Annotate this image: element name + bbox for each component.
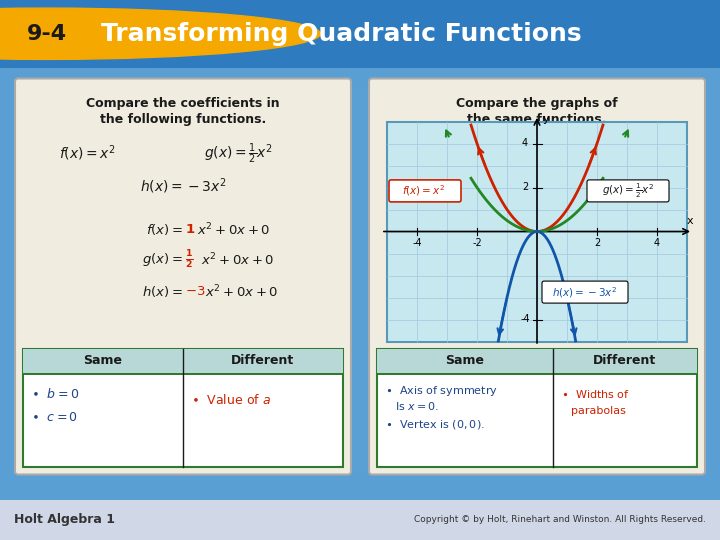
Text: $x^2 + 0x + 0$: $x^2 + 0x + 0$ xyxy=(197,221,270,238)
Text: $f(x) = x^2$: $f(x) = x^2$ xyxy=(402,184,446,198)
FancyBboxPatch shape xyxy=(15,78,351,475)
Text: $g(x) = \frac{1}{2}x^2$: $g(x) = \frac{1}{2}x^2$ xyxy=(204,141,272,166)
Text: $\bullet$  Axis of symmetry: $\bullet$ Axis of symmetry xyxy=(385,383,498,397)
FancyBboxPatch shape xyxy=(587,180,669,202)
Bar xyxy=(377,348,697,467)
Text: x: x xyxy=(687,215,693,226)
Text: $\frac{\mathbf{1}}{\mathbf{2}}$: $\frac{\mathbf{1}}{\mathbf{2}}$ xyxy=(185,248,194,271)
Text: the following functions.: the following functions. xyxy=(100,113,266,126)
Text: $h(x) = -3x^2$: $h(x) = -3x^2$ xyxy=(552,285,618,300)
Bar xyxy=(377,373,697,375)
Text: 9-4: 9-4 xyxy=(27,24,67,44)
Bar xyxy=(377,348,697,373)
Text: 4: 4 xyxy=(654,238,660,247)
Bar xyxy=(23,373,343,375)
Text: $\bullet$  $c = 0$: $\bullet$ $c = 0$ xyxy=(31,411,78,424)
Text: Transforming Quadratic Functions: Transforming Quadratic Functions xyxy=(101,22,582,46)
Circle shape xyxy=(0,8,320,59)
Text: Compare the coefficients in: Compare the coefficients in xyxy=(86,97,280,110)
Text: $\mathbf{1}$: $\mathbf{1}$ xyxy=(185,223,195,236)
Text: parabolas: parabolas xyxy=(571,406,626,415)
Bar xyxy=(387,122,687,341)
Text: $x^2 + 0x + 0$: $x^2 + 0x + 0$ xyxy=(205,283,279,300)
FancyBboxPatch shape xyxy=(542,281,628,303)
Text: Same: Same xyxy=(446,354,485,367)
Text: the same functions.: the same functions. xyxy=(467,113,607,126)
Text: $g(x) = \frac{1}{2}x^2$: $g(x) = \frac{1}{2}x^2$ xyxy=(602,181,654,200)
Text: $-3$: $-3$ xyxy=(185,285,205,298)
Text: 4: 4 xyxy=(522,138,528,149)
FancyBboxPatch shape xyxy=(389,180,461,202)
Text: $\bullet$  Vertex is $(0, 0).$: $\bullet$ Vertex is $(0, 0).$ xyxy=(385,418,485,431)
Text: -4: -4 xyxy=(520,314,530,325)
Text: Same: Same xyxy=(84,354,122,367)
Text: $f(x) = x^2$: $f(x) = x^2$ xyxy=(60,144,117,163)
Text: Different: Different xyxy=(593,354,657,367)
Text: 2: 2 xyxy=(594,238,600,247)
Text: y: y xyxy=(543,114,549,124)
Text: $f(x) = $: $f(x) = $ xyxy=(146,222,183,237)
Text: -4: -4 xyxy=(412,238,422,247)
FancyBboxPatch shape xyxy=(369,78,705,475)
Text: Holt Algebra 1: Holt Algebra 1 xyxy=(14,513,115,526)
Text: Copyright © by Holt, Rinehart and Winston. All Rights Reserved.: Copyright © by Holt, Rinehart and Winsto… xyxy=(413,515,706,524)
Text: $h(x) = $: $h(x) = $ xyxy=(143,284,183,299)
Text: Is $x = 0.$: Is $x = 0.$ xyxy=(395,401,439,413)
Bar xyxy=(23,348,343,467)
Text: $g(x) = $: $g(x) = $ xyxy=(143,251,183,268)
Text: Compare the graphs of: Compare the graphs of xyxy=(456,97,618,110)
Text: 2: 2 xyxy=(522,183,528,192)
Text: $h(x) = -3x^2$: $h(x) = -3x^2$ xyxy=(140,177,226,197)
Text: $x^2 + 0x + 0$: $x^2 + 0x + 0$ xyxy=(201,251,274,268)
Text: $\bullet$  $b = 0$: $\bullet$ $b = 0$ xyxy=(31,388,79,402)
Text: -2: -2 xyxy=(472,238,482,247)
Bar xyxy=(23,348,343,373)
Text: $\bullet$  Widths of: $\bullet$ Widths of xyxy=(561,388,630,401)
Text: $\bullet$  Value of $a$: $\bullet$ Value of $a$ xyxy=(191,394,271,408)
Text: Different: Different xyxy=(231,354,294,367)
